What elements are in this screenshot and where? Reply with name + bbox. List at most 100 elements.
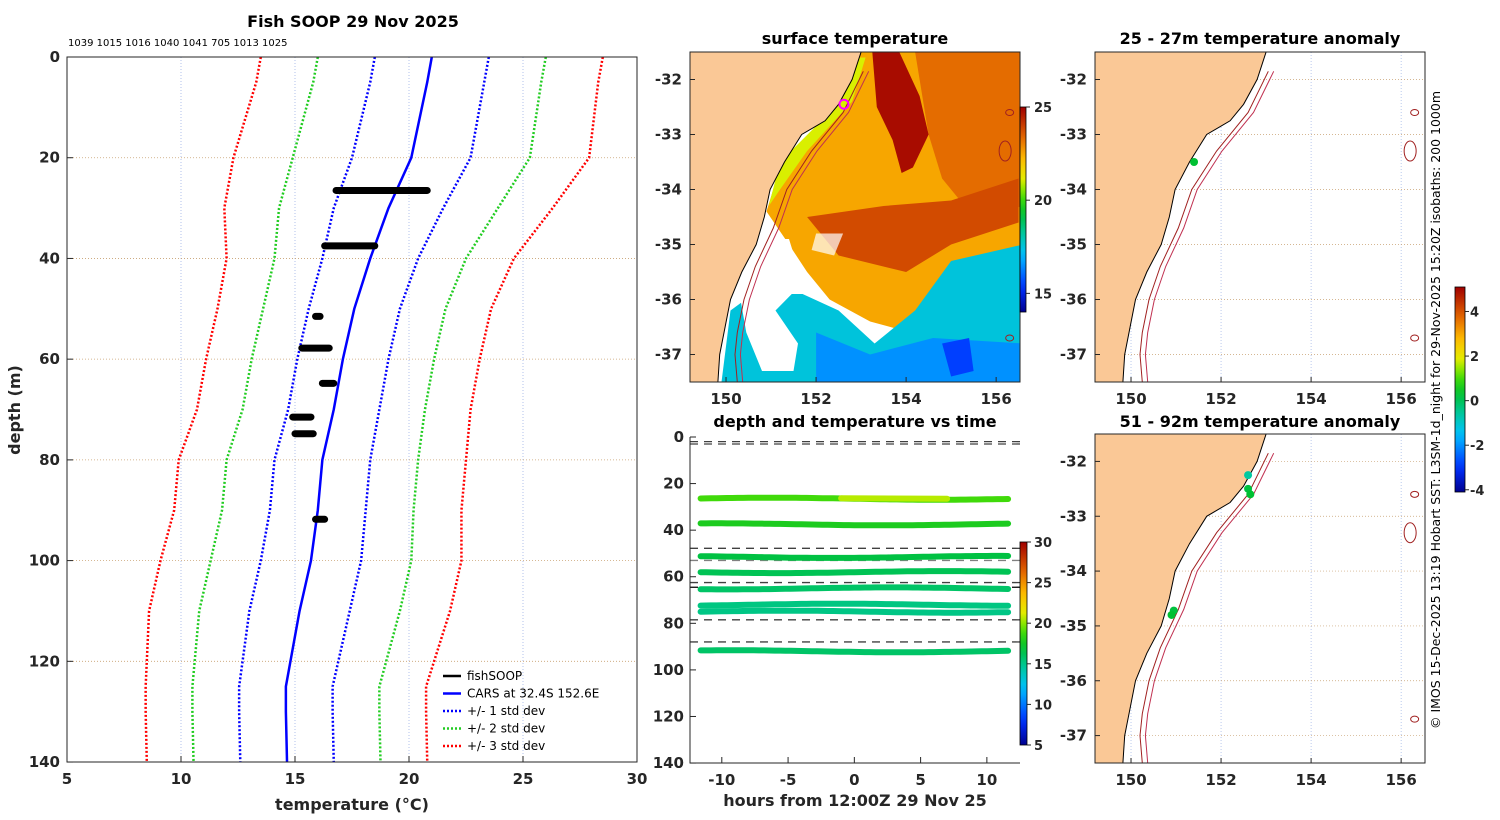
sst-colorbar [1019,106,1027,313]
sst-x-tick-label: 152 [800,390,831,408]
time-colorbar [1019,541,1028,746]
time-colorbar-tick-label: 20 [1034,617,1052,632]
sst-y-tick-label: -35 [655,236,682,254]
anom-top-axes-frame [1094,51,1426,383]
footer-note: © IMOS 15-Dec-2025 13:19 Hobart SST: L3S… [1428,91,1443,729]
time-y-tick-label: 120 [653,707,684,725]
sst-y-tick-label: -36 [655,291,682,309]
anom-top-seamount-contour [1410,109,1420,116]
anom-bottom-x-tick-label: 150 [1115,771,1146,789]
profile-x-tick-label: 20 [399,770,420,788]
profile-y-tick-label: 100 [29,552,60,570]
time-colorbar-tick-label: 15 [1034,658,1052,673]
time-x-tick-label: 5 [915,771,925,789]
anomaly-colorbar-tick-label: 0 [1470,395,1479,410]
sst-field-region [807,178,1019,272]
anom-bottom-seamount-contour [1403,522,1417,544]
anom-bottom-axes-frame [1094,433,1426,764]
profile-y-tick-label: 60 [39,350,60,368]
anomaly-point [1190,158,1199,166]
profile-x-tick-label: 10 [171,770,192,788]
sst-title: surface temperature [762,29,949,48]
anom-bottom-y-tick-label: -35 [1060,617,1087,635]
time-depth-band [697,607,1012,616]
anom-top-seamount-contour [1403,140,1417,162]
anom-bottom-isobath-200m [1139,452,1269,763]
time-colorbar-tick-label: 5 [1034,739,1043,754]
legend-entry: +/- 3 std dev [467,739,545,753]
anomaly-top-title: 25 - 27m temperature anomaly [1120,29,1401,48]
anom-top-y-tick-label: -32 [1060,71,1087,89]
time-y-tick-label: 20 [663,475,684,493]
time-title: depth and temperature vs time [713,412,996,431]
sst-x-tick-label: 150 [710,390,741,408]
profile-x-tick-label: 30 [627,770,648,788]
anomaly-colorbar-tick-label: -2 [1470,439,1484,454]
chart-layer: 5 10 15 20 25 30020406080100120140fishSOOPCAR… [29,48,1485,789]
sst-colorbar-tick-label: 15 [1034,287,1052,302]
legend-entry: +/- 1 std dev [467,704,545,718]
time-depth-band [697,647,1012,656]
profile-x-tick-label: 25 [513,770,534,788]
time-depth-band [697,568,1012,577]
time-x-tick-label: 0 [849,771,859,789]
time-y-tick-label: 140 [653,754,684,772]
sst-missing-data [811,233,844,256]
anom-top-isobath-1000m [1144,71,1275,382]
profile-x-tick-label: 15 [285,770,306,788]
sst-colorbar-tick-label: 25 [1034,101,1052,116]
profile-y-tick-label: 40 [39,249,60,267]
anomaly-bottom-title: 51 - 92m temperature anomaly [1120,412,1401,431]
profile-title: Fish SOOP 29 Nov 2025 [247,12,459,31]
time-depth-band [697,520,1012,529]
profile-axes-frame [66,56,638,763]
time-colorbar-tick-label: 30 [1034,536,1052,551]
fishsoop-location-marker [838,98,850,110]
anomaly-point [1246,490,1255,499]
sst-y-tick-label: -33 [655,126,682,144]
anomaly-colorbar-tick-label: -4 [1470,484,1484,499]
profile-y-tick-label: 0 [50,48,60,66]
sst-map [690,52,1020,382]
profile-y-tick-label: 120 [29,652,60,670]
sst-field-region [942,338,974,377]
time-y-tick-label: 0 [674,428,684,446]
profile-x-tick-label: 5 [62,770,72,788]
time-y-tick-label: 40 [663,521,684,539]
anom-top-x-tick-label: 156 [1385,390,1416,408]
anom-top-x-tick-label: 154 [1295,390,1326,408]
anom-bottom-x-tick-label: 154 [1295,771,1326,789]
profile-plot-area [67,57,637,762]
sst-x-tick-label: 154 [890,390,921,408]
anom-bottom-x-tick-label: 152 [1205,771,1236,789]
sst-isobath-1000m [739,71,870,382]
anom-top-land [1095,52,1267,382]
anom-top-y-tick-label: -34 [1060,181,1087,199]
anomaly-point [1167,610,1176,619]
profile-std3-upper-line [424,56,605,763]
anom-bottom-seamount-contour [1410,715,1420,723]
sst-seamount-contour [1005,334,1015,342]
profile-y-tick-label: 140 [29,753,60,771]
sst-colorbar-tick-label: 20 [1034,194,1052,209]
cars-mean-line [284,56,434,763]
anom-bottom-y-tick-label: -32 [1060,452,1087,470]
sst-seamount-contour [998,140,1012,162]
sst-land [690,52,862,382]
time-x-tick-label: 10 [976,771,997,789]
time-depth-band [697,600,1012,609]
anomaly-point [1244,471,1253,480]
legend-entry: +/- 2 std dev [467,722,545,736]
sst-y-tick-label: -37 [655,346,682,364]
anom-bottom-y-tick-label: -33 [1060,507,1087,525]
sst-field-region [872,52,929,173]
time-x-tick-label: -10 [708,771,735,789]
sst-x-tick-label: 156 [980,390,1011,408]
time-y-tick-label: 60 [663,568,684,586]
sst-isobath-200m [734,71,864,382]
anom-top-y-tick-label: -37 [1060,346,1087,364]
anom-top-y-tick-label: -35 [1060,236,1087,254]
sst-y-tick-label: -34 [655,181,682,199]
legend-entry: fishSOOP [467,669,522,683]
